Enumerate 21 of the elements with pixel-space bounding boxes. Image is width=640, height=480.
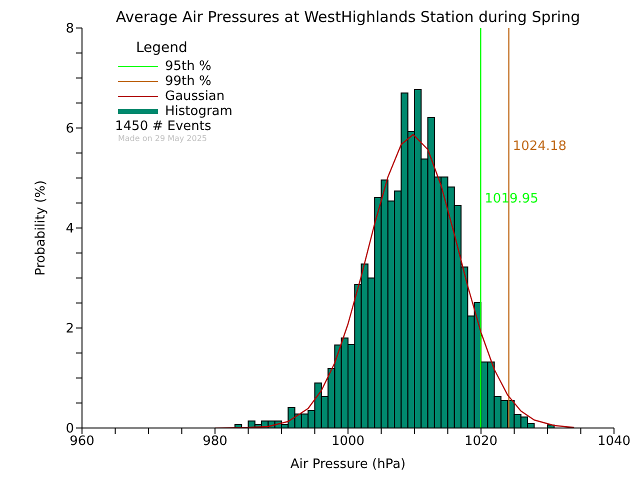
x-axis-title: Air Pressure (hPa) <box>290 457 406 472</box>
legend-label: 99th % <box>165 74 212 89</box>
annotation: Made on 29 May 2025 <box>118 134 208 143</box>
x-tick-label: 980 <box>202 434 228 450</box>
legend-label: 95th % <box>165 59 212 74</box>
legend-title: Legend <box>136 40 188 56</box>
x-tick-label: 1020 <box>464 434 498 450</box>
y-tick-label: 8 <box>66 22 74 37</box>
legend-label: Histogram <box>165 104 232 119</box>
y-tick-label: 2 <box>66 322 74 337</box>
y-tick-label: 6 <box>66 122 74 137</box>
y-tick-label: 0 <box>66 422 74 437</box>
y-axis-title: Probability (%) <box>34 180 49 276</box>
annotation: 1024.18 <box>512 139 567 154</box>
chart-title: Average Air Pressures at WestHighlands Station during Spring <box>114 8 582 26</box>
legend-label: Gaussian <box>165 89 225 104</box>
y-tick-label: 4 <box>66 222 74 237</box>
annotation: 1450 # Events <box>115 119 212 134</box>
x-tick-label: 1000 <box>331 434 365 450</box>
x-tick-label: 1040 <box>597 434 631 450</box>
x-tick-label: 960 <box>70 434 94 450</box>
